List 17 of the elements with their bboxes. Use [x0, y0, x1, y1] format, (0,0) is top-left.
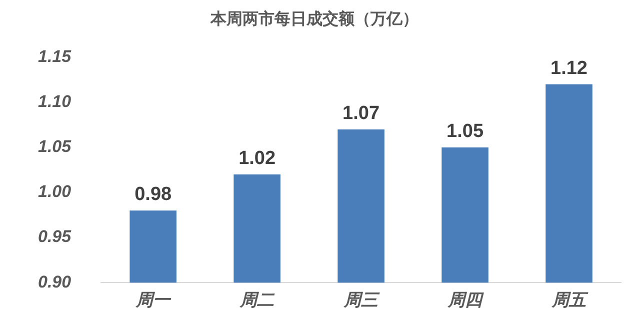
- chart-title: 本周两市每日成交额（万亿）: [210, 8, 418, 28]
- y-tick-label: 1.15: [38, 46, 72, 66]
- data-label: 0.98: [134, 184, 172, 206]
- x-tick-label: 周四: [447, 290, 484, 310]
- y-tick-label: 0.90: [38, 272, 72, 292]
- y-tick-label: 1.00: [38, 182, 72, 202]
- data-label: 1.07: [342, 103, 380, 124]
- x-tick-label: 周五: [551, 290, 590, 310]
- x-tick-label: 周一: [135, 290, 172, 310]
- data-label: 1.12: [550, 58, 588, 79]
- y-tick-label: 0.95: [38, 227, 72, 246]
- y-tick-label: 1.05: [38, 137, 72, 156]
- y-tick-label: 1.10: [38, 92, 72, 111]
- data-label: 1.05: [446, 121, 484, 142]
- x-tick-label: 周三: [343, 290, 380, 310]
- data-label: 1.02: [238, 148, 276, 170]
- x-tick-label: 周二: [239, 290, 276, 310]
